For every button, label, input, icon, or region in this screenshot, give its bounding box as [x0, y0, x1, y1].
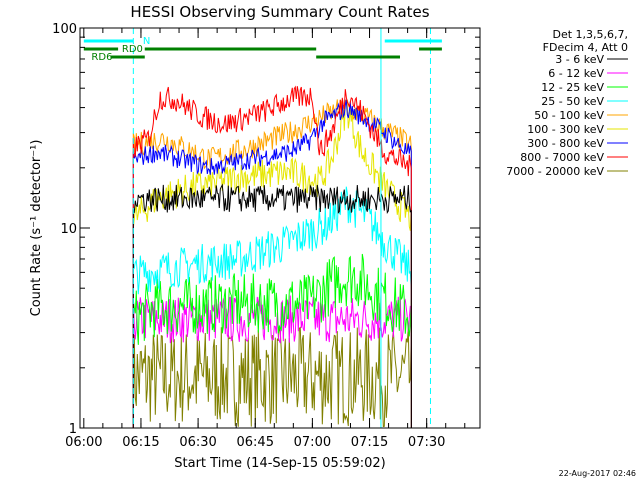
series-layer [132, 85, 412, 429]
x-tick-label: 06:45 [237, 435, 274, 450]
legend-label-8: 7000 - 20000 keV [506, 165, 604, 178]
x-tick-label: 06:30 [179, 435, 216, 450]
legend-label-2: 12 - 25 keV [541, 81, 604, 94]
series-line-2 [132, 253, 412, 429]
legend-label-7: 800 - 7000 keV [520, 151, 604, 164]
legend-label-1: 6 - 12 keV [548, 67, 604, 80]
series-line-7 [132, 85, 412, 429]
y-tick-label: 10 [60, 222, 77, 237]
y-axis-label: Count Rate (s⁻¹ detector⁻¹) [29, 140, 44, 317]
x-tick-label: 06:15 [122, 435, 159, 450]
series-line-1 [132, 295, 412, 429]
series-line-4 [132, 99, 412, 429]
legend-header-line-1: Det 1,3,5,6,7, [552, 28, 628, 41]
x-tick-label: 06:00 [65, 435, 102, 450]
legend-header-line-2: FDecim 4, Att 0 [543, 41, 628, 54]
x-tick-label: 07:00 [294, 435, 331, 450]
y-tick-label: 100 [52, 22, 77, 37]
legend-label-0: 3 - 6 keV [555, 53, 604, 66]
legend-label-5: 100 - 300 keV [527, 123, 604, 136]
legend: Det 1,3,5,6,7, FDecim 4, Att 0 3 - 6 keV… [506, 28, 628, 178]
legend-label-4: 50 - 100 keV [534, 109, 604, 122]
chart-title: HESSI Observing Summary Count Rates [130, 3, 429, 21]
legend-label-3: 25 - 50 keV [541, 95, 604, 108]
x-tick-label: 07:30 [408, 435, 445, 450]
footer-timestamp: 22-Aug-2017 02:46 [559, 469, 636, 478]
annotation-n: N [143, 36, 150, 47]
x-tick-label: 07:15 [351, 435, 388, 450]
series-line-6 [132, 99, 412, 429]
series-line-8 [132, 326, 412, 429]
series-line-5 [132, 101, 412, 429]
annotation-layer: RD0 RD6 N [83, 28, 442, 428]
legend-label-6: 300 - 800 keV [527, 137, 604, 150]
series-line-0 [132, 183, 412, 429]
annotation-rd6: RD6 [91, 52, 112, 63]
y-tick-label: 1 [69, 422, 77, 437]
annotation-rd0: RD0 [122, 44, 143, 55]
x-axis-label: Start Time (14-Sep-15 05:59:02) [174, 456, 385, 471]
axis-layer: 1 10 100 06:00 06:15 06:30 06:45 07:00 07:15 07:3… [52, 22, 480, 450]
